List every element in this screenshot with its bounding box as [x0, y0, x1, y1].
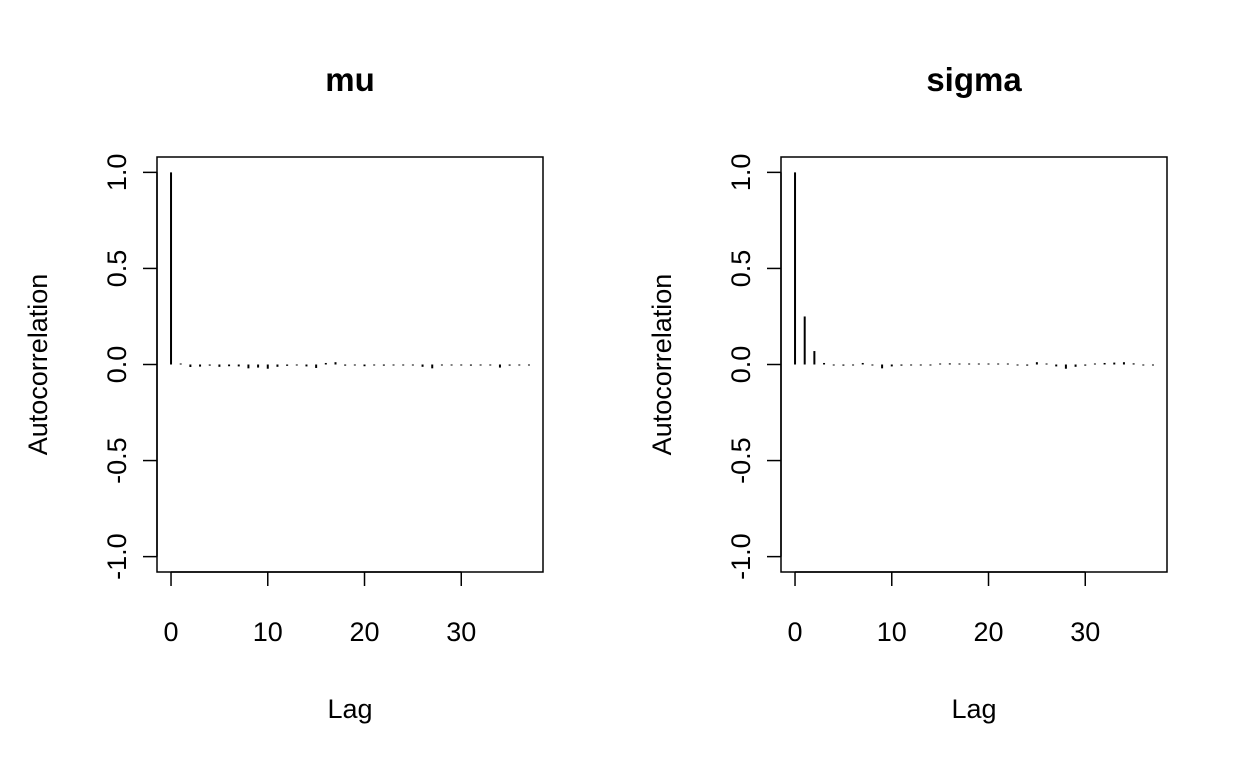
x-tick-label: 0: [788, 617, 803, 647]
y-tick-label: 1.0: [726, 154, 756, 192]
x-tick-label: 30: [1070, 617, 1100, 647]
x-tick-label: 0: [164, 617, 179, 647]
x-axis-label: Lag: [951, 694, 996, 724]
x-tick-label: 10: [253, 617, 283, 647]
y-tick-label: 0.5: [726, 250, 756, 288]
plot-frame: [156, 156, 544, 573]
y-tick-label: -0.5: [726, 437, 756, 484]
y-axis-label: Autocorrelation: [647, 274, 677, 456]
y-tick-label: 0.0: [726, 346, 756, 384]
y-tick-label: -1.0: [102, 533, 132, 580]
y-tick-label: 1.0: [102, 154, 132, 192]
y-tick-label: 0.5: [102, 250, 132, 288]
x-tick-label: 30: [446, 617, 476, 647]
x-tick-label: 20: [349, 617, 379, 647]
y-tick-label: -1.0: [726, 533, 756, 580]
y-tick-label: 0.0: [102, 346, 132, 384]
x-axis-label: Lag: [327, 694, 372, 724]
x-tick-label: 20: [973, 617, 1003, 647]
acf-panel-sigma: sigma -1.0 -0.5 0.0 0.5 1.0 0 10 20 30 Lag Autocorr…: [647, 61, 1168, 724]
chart-title: sigma: [926, 61, 1022, 98]
acf-panel-mu: mu -1.0 -0.5 0.0 0.5 1.0 0 10 20 30 Lag Autocorrela…: [23, 61, 544, 724]
y-tick-label: -0.5: [102, 437, 132, 484]
plot-frame: [780, 156, 1168, 573]
chart-title: mu: [325, 61, 375, 98]
x-tick-label: 10: [877, 617, 907, 647]
y-axis-label: Autocorrelation: [23, 274, 53, 456]
